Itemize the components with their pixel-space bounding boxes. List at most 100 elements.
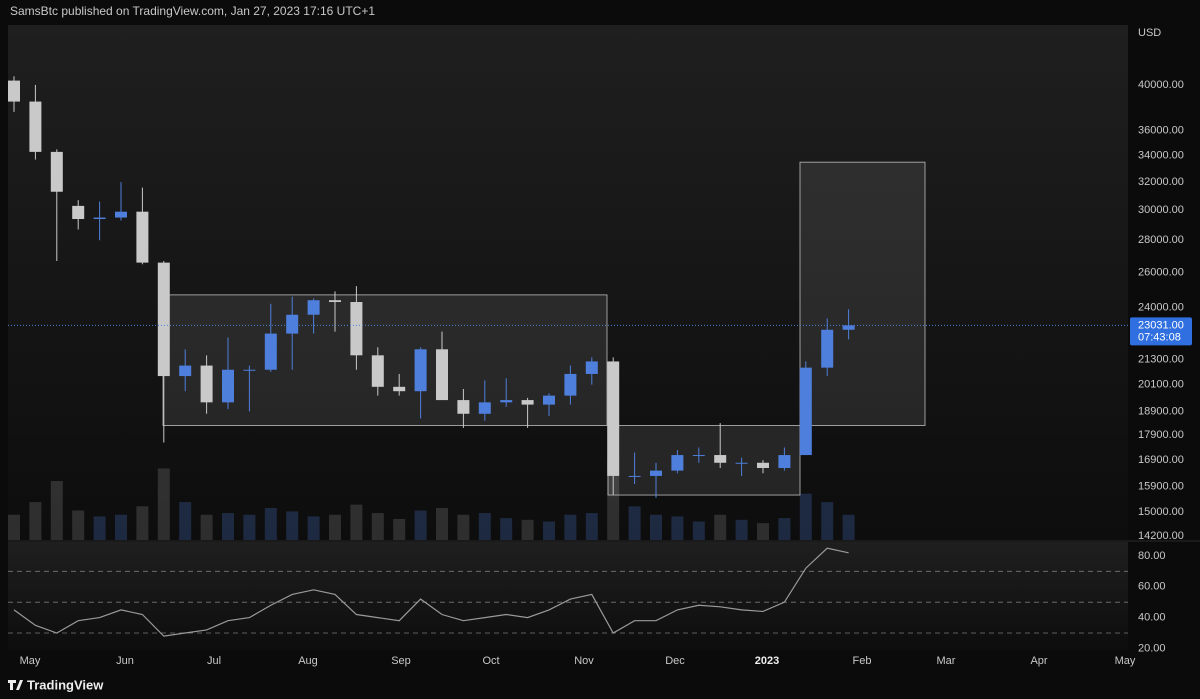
candle-body [179,365,192,377]
volume-bar [50,481,63,540]
candle-body [371,355,384,387]
volume-bar [264,508,277,540]
volume-bar [778,518,791,540]
volume-bar [714,514,727,540]
volume-bar [286,511,299,540]
candle-body [50,151,63,192]
logo-part [10,680,13,690]
volume-bar [628,506,641,540]
x-tick-label: Feb [853,655,872,667]
candle-body [264,333,277,370]
y-tick-label: 30000.00 [1138,204,1184,216]
y-tick-label: 24000.00 [1138,301,1184,313]
y-tick-label: 26000.00 [1138,266,1184,278]
volume-bar [457,514,470,540]
zone-box [607,425,801,496]
footer-text: TradingView [27,677,104,692]
candle-body [329,300,341,303]
candle-body [136,211,149,263]
candle-body [222,369,234,403]
x-tick-label: Mar [937,655,956,667]
y-tick-label: 15900.00 [1138,481,1184,493]
candle-body [350,302,363,356]
volume-bar [179,502,192,540]
volume-bar [200,514,213,540]
candle-body [200,365,213,403]
volume-bar [521,519,534,540]
candle-body [628,475,641,477]
y-tick-label: 21300.00 [1138,353,1184,365]
rsi-tick-label: 40.00 [1138,612,1166,624]
candle-body [157,262,170,377]
candle-body [436,349,448,401]
zone-box [162,294,608,426]
countdown: 07:43:08 [1138,331,1181,343]
x-tick-label: 2023 [755,655,779,667]
candle-body [821,329,834,368]
candle-body [521,400,534,405]
x-tick-label: Aug [298,655,318,667]
volume-bar [222,513,234,540]
y-tick-label: 17900.00 [1138,429,1184,441]
volume-bar [350,504,363,540]
rsi-tick-label: 20.00 [1138,642,1166,654]
volume-bar [757,523,769,540]
currency: USD [1138,27,1161,39]
candle-body [286,314,299,334]
candle-body [757,462,769,468]
candle-body [692,455,705,457]
x-tick-label: Apr [1030,655,1047,667]
candle-body [564,373,577,396]
header-text: SamsBtc published on TradingView.com, Ja… [10,4,375,18]
volume-bar [799,493,812,540]
volume-bar [93,516,106,540]
rsi-line [13,547,849,637]
candle-body [8,80,20,102]
candle-body [414,349,427,392]
last-price-box [1130,317,1192,346]
x-tick-label: May [20,655,41,667]
x-tick-label: May [1115,655,1136,667]
rsi-tick-label: 60.00 [1138,581,1166,593]
volume-bar [29,502,42,540]
candle-body [457,400,470,414]
x-tick-label: Jul [207,655,221,667]
y-tick-label: 18900.00 [1138,405,1184,417]
volume-bar [692,521,705,540]
candle-body [650,470,662,476]
zone-box [799,161,926,426]
rsi-tick-label: 80.00 [1138,550,1166,562]
candle-body [799,367,812,456]
y-tick-label: 28000.00 [1138,234,1184,246]
y-tick-label: 34000.00 [1138,150,1184,162]
x-tick-label: Oct [482,655,499,667]
price-pane [8,25,1128,540]
y-tick-label: 32000.00 [1138,176,1184,188]
volume-bar [650,514,662,540]
candle-body [307,300,320,315]
volume-bar [8,514,20,540]
candle-body [72,205,85,220]
y-tick-label: 15000.00 [1138,506,1184,518]
volume-bar [564,514,577,540]
candle-body [478,402,491,414]
y-tick-label: 20100.00 [1138,379,1184,391]
volume-bar [157,468,170,540]
candle-body [543,395,555,405]
candle-body [735,462,748,464]
logo-part [16,680,23,690]
volume-bar [414,510,427,540]
volume-bar [243,514,256,540]
volume-bar [607,460,620,540]
volume-bar [115,514,127,540]
volume-bar [500,518,513,540]
volume-bar [585,513,598,540]
x-tick-label: Dec [665,655,685,667]
candle-body [115,211,127,218]
y-tick-label: 14200.00 [1138,530,1184,542]
candle-body [671,455,684,471]
volume-bar [478,513,491,540]
volume-bar [821,502,834,540]
